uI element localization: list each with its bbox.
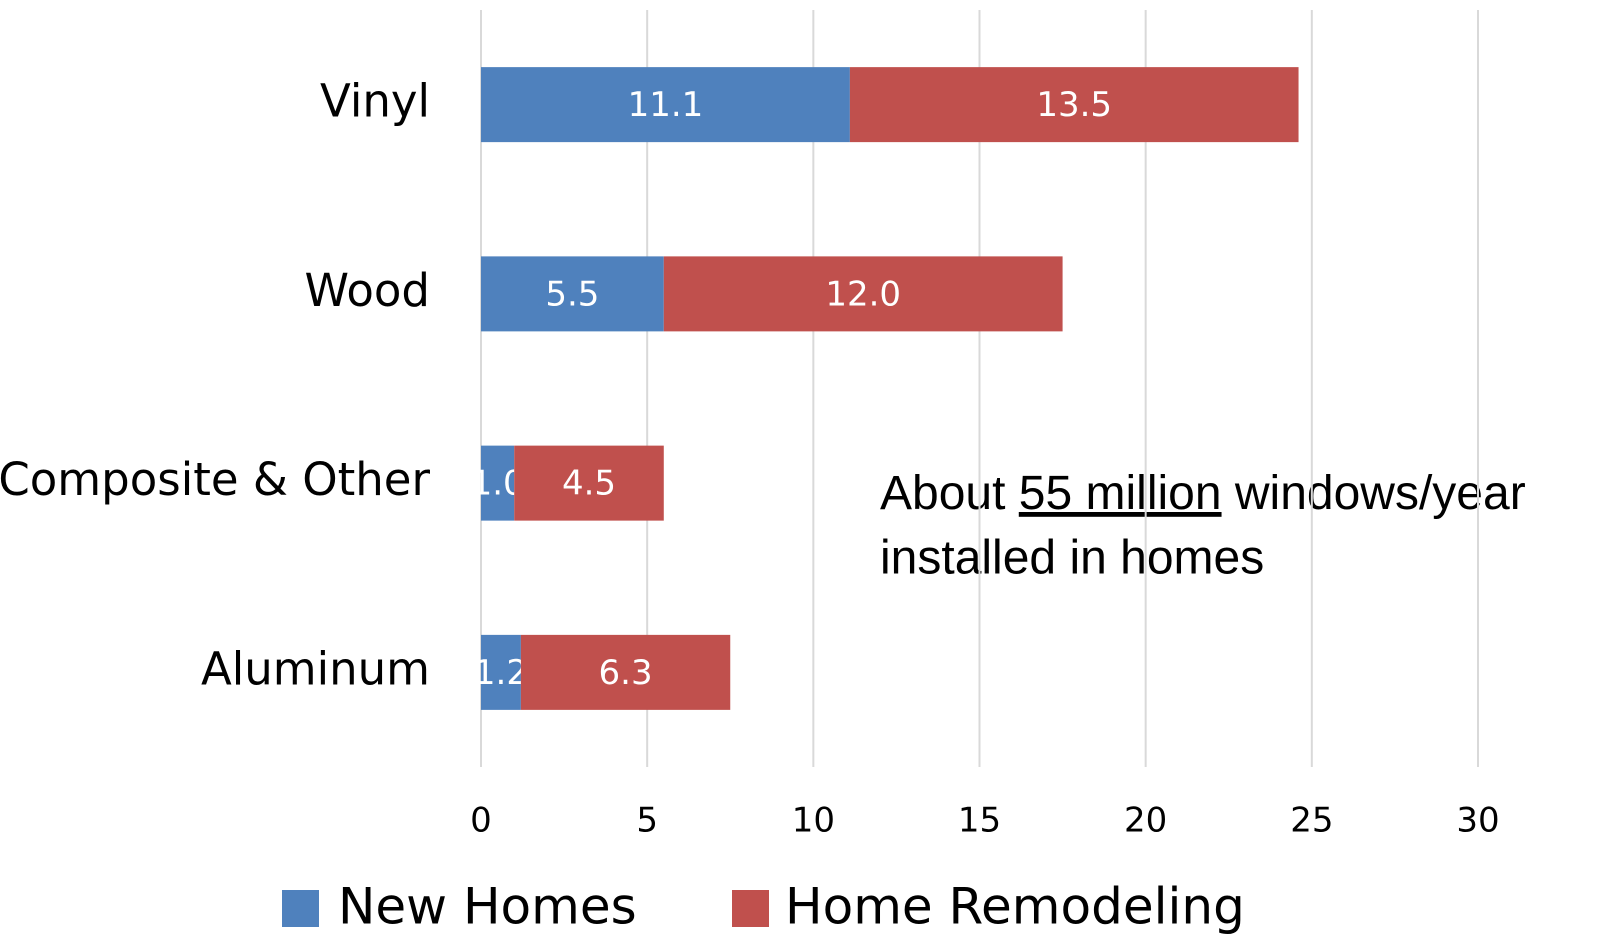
legend-label: New Homes [338,878,637,936]
data-label: 5.5 [545,274,599,314]
x-tick-label: 5 [636,801,658,841]
data-label: 4.5 [562,464,616,504]
data-label: 12.0 [825,274,901,314]
x-tick-label: 20 [1124,801,1167,841]
y-tick-label: Composite & Other [0,453,430,506]
annotation-emphasis: 55 million [1019,467,1222,520]
annotation-text: About [880,467,1019,520]
y-tick-label: Aluminum [201,642,430,695]
legend-swatch [732,890,769,927]
data-label: 6.3 [599,653,653,693]
bar-segment [514,445,664,521]
x-tick-label: 0 [470,801,492,841]
data-label: 13.5 [1036,85,1112,125]
y-tick-label: Wood [305,264,431,317]
annotation-line: installed in homes [880,532,1264,585]
bar-segment [481,634,521,710]
legend-label: Home Remodeling [785,878,1245,936]
x-tick-label: 15 [958,801,1001,841]
data-label: 11.1 [628,85,704,125]
bar-segment [520,634,731,710]
bar-segment [663,256,1063,332]
annotation-text: windows/year [1222,467,1526,520]
annotation: About 55 million windows/year [880,467,1526,520]
bar-segment [481,67,850,143]
legend-swatch [282,890,319,927]
data-label: 1.2 [474,653,528,693]
bar-segment [481,256,664,332]
y-tick-label: Vinyl [320,75,430,128]
x-tick-label: 25 [1290,801,1333,841]
bar-segment [849,67,1299,143]
bar-segment [481,445,515,521]
x-tick-label: 10 [792,801,835,841]
x-tick-label: 30 [1456,801,1499,841]
